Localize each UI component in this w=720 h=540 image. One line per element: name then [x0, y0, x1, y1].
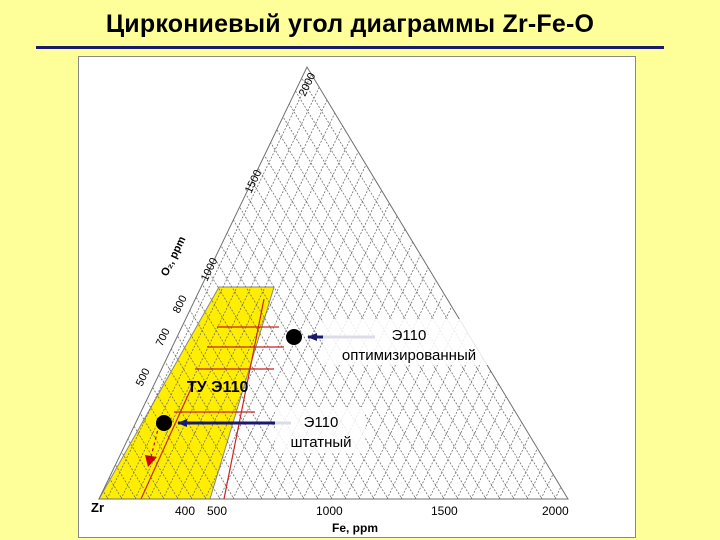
ternary-diagram: Э110 оптимизированный Э110 штатный ТУ Э1…	[91, 65, 569, 535]
x-axis-label: Fe, ppm	[332, 521, 378, 535]
corner-label-zr: Zr	[91, 500, 104, 515]
title-underline	[36, 46, 664, 49]
trend-arrow	[145, 424, 160, 467]
x-tick-1500: 1500	[431, 504, 458, 518]
triangle-outline	[98, 65, 569, 500]
y-tick-1500: 1500	[243, 168, 265, 195]
annotation-standard-line2: штатный	[290, 434, 351, 451]
spec-lines	[140, 298, 284, 500]
point-standard	[156, 415, 172, 431]
y-tick-500: 500	[134, 367, 153, 389]
point-optimized	[286, 329, 302, 345]
annotation-optimized-line2: оптимизированный	[342, 347, 476, 364]
y-tick-1000: 1000	[199, 256, 221, 283]
diagram-panel: Э110 оптимизированный Э110 штатный ТУ Э1…	[78, 56, 636, 538]
annotation-optimized-line1: Э110	[392, 327, 427, 344]
y-tick-800: 800	[171, 294, 190, 316]
x-tick-2000: 2000	[542, 504, 569, 518]
y-tick-2000: 2000	[297, 71, 319, 98]
x-tick-1000: 1000	[316, 504, 343, 518]
slide-title: Циркониевый угол диаграммы Zr-Fe-O	[105, 10, 595, 38]
annotation-standard-line1: Э110	[304, 414, 339, 431]
region-label: ТУ Э110	[187, 379, 248, 396]
x-tick-500: 500	[207, 504, 227, 518]
x-tick-400: 400	[175, 504, 195, 518]
y-tick-700: 700	[154, 327, 173, 349]
y-axis-label: O₂, ppm	[159, 234, 189, 278]
